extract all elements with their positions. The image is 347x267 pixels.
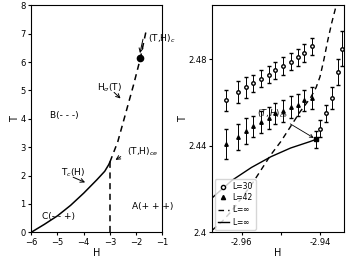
Text: (T,H)$_c$: (T,H)$_c$ <box>148 32 176 45</box>
Y-axis label: T: T <box>10 116 20 122</box>
X-axis label: H: H <box>274 248 282 258</box>
Text: A(+ + +): A(+ + +) <box>132 202 174 211</box>
Text: $(T,H)_{ce}$: $(T,H)_{ce}$ <box>257 107 313 138</box>
Text: (T,H)$_{ce}$: (T,H)$_{ce}$ <box>127 145 158 158</box>
Text: H$_\sigma$(T): H$_\sigma$(T) <box>97 81 122 94</box>
Text: B(- - -): B(- - -) <box>50 112 78 120</box>
Y-axis label: T: T <box>178 116 188 122</box>
Text: C(- - +): C(- - +) <box>42 212 75 221</box>
X-axis label: H: H <box>93 248 101 258</box>
Text: T$_c$(H): T$_c$(H) <box>61 166 86 179</box>
Legend: L=30, L=42, L=$\infty$, L=$\infty$: L=30, L=42, L=$\infty$, L=$\infty$ <box>214 179 256 230</box>
